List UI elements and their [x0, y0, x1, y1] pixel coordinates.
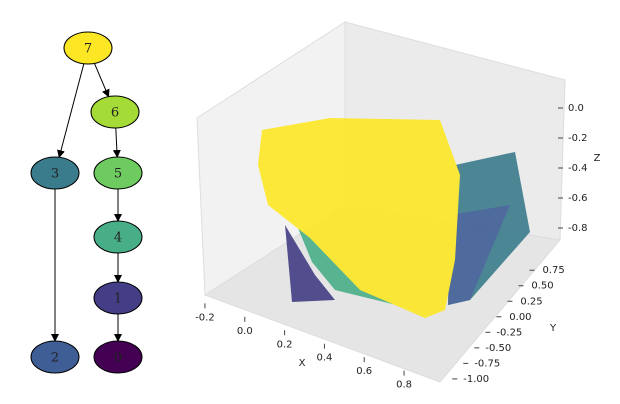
x-tick-label: 0.4 — [316, 353, 332, 364]
y-tick-label: 0.25 — [520, 296, 542, 307]
y-tick-label: 0.75 — [542, 265, 564, 276]
z-tick-label: -0.6 — [568, 193, 588, 204]
y-tick-label: 0.00 — [509, 312, 531, 323]
node-shape — [30, 340, 80, 374]
x-tick-label: -0.2 — [195, 312, 215, 323]
y-tick-label: 0.50 — [531, 281, 553, 292]
node-label: 4 — [114, 231, 122, 246]
x-tick-label: 0.2 — [277, 339, 293, 350]
node-shape — [90, 95, 140, 129]
tree-edge — [94, 63, 110, 98]
node-label: 5 — [114, 167, 122, 182]
y-tick-label: -0.75 — [474, 358, 500, 369]
y-tick-label: -1.00 — [463, 374, 489, 385]
node-label: 7 — [84, 42, 92, 57]
tree-node: 4 — [93, 220, 143, 254]
node-shape — [93, 156, 143, 190]
point-cloud — [258, 118, 530, 318]
tree-node: 7 — [63, 31, 113, 65]
node-shape — [93, 281, 143, 315]
y-axis-label: Y — [549, 323, 557, 334]
x-tick-label: 0.6 — [356, 366, 372, 377]
node-shape — [30, 156, 80, 190]
z-tick-label: -0.2 — [568, 133, 588, 144]
node-shape — [63, 31, 113, 65]
tree: 7 6 3 5 4 1 2 0 — [30, 31, 143, 374]
tree-node: 6 — [90, 95, 140, 129]
node-shape — [93, 220, 143, 254]
tree-edge — [57, 63, 85, 159]
tree-node: 3 — [30, 156, 80, 190]
node-label: 0 — [114, 351, 122, 366]
z-axis-label: Z — [594, 153, 601, 164]
node-label: 2 — [51, 351, 59, 366]
x-axis-label: X — [299, 358, 306, 369]
tree-node: 1 — [93, 281, 143, 315]
y-tick-label: -0.25 — [496, 327, 522, 338]
node-shape — [93, 340, 143, 374]
tree-node: 2 — [30, 340, 80, 374]
tree-edge — [112, 127, 121, 159]
x-tick-label: 0.8 — [396, 380, 412, 391]
tree-node: 0 — [93, 340, 143, 374]
node-label: 3 — [51, 167, 59, 182]
z-tick-label: -0.4 — [568, 163, 588, 174]
x-tick-label: 0.0 — [237, 326, 253, 337]
z-tick-label: 0.0 — [568, 103, 584, 114]
tree-node: 5 — [93, 156, 143, 190]
z-tick-label: -0.8 — [568, 223, 588, 234]
node-label: 1 — [114, 292, 122, 307]
node-label: 6 — [111, 106, 119, 121]
y-tick-label: -0.50 — [485, 343, 511, 354]
